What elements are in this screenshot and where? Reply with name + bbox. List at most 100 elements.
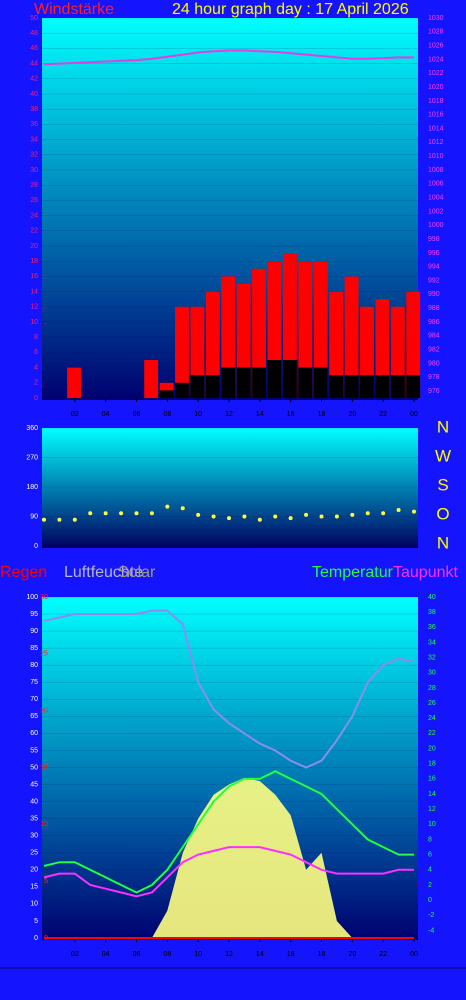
- x-tick-label: 18: [318, 951, 326, 958]
- x-tick-label: 10: [194, 951, 202, 958]
- y2ticks-label: 986: [428, 319, 440, 326]
- wind-bar: [406, 291, 421, 398]
- wind-bar: [252, 367, 266, 398]
- y2ticks-label: 1012: [428, 139, 444, 146]
- y3ticks-label: 30: [40, 594, 48, 601]
- series-line: [43, 609, 415, 769]
- x-tick-label: 20: [348, 411, 356, 418]
- legend-dewpoint: Taupunkt: [393, 564, 458, 581]
- direction-point: [42, 517, 46, 522]
- y2ticks-label: 1010: [428, 153, 444, 160]
- yticks-label: 4: [34, 364, 38, 371]
- yticks-label: 18: [30, 258, 38, 265]
- direction-point: [242, 514, 247, 519]
- yticks-label: 22: [30, 228, 38, 235]
- direction-label: N: [437, 533, 449, 552]
- y2ticks-label: 1016: [428, 112, 444, 119]
- y2ticks-label: 982: [428, 346, 440, 353]
- yticks-label: 30: [30, 833, 38, 840]
- yticks-label: 20: [30, 867, 38, 874]
- y3ticks-label: 20: [40, 708, 48, 715]
- wind-bar: [360, 375, 374, 398]
- y2ticks-label: 24: [428, 715, 436, 722]
- series-line: [43, 49, 414, 66]
- wind-bar: [67, 367, 81, 398]
- y2ticks-label: 14: [428, 791, 436, 798]
- yticks-label: 35: [30, 815, 38, 822]
- yticks-label: 16: [30, 273, 38, 280]
- direction-point: [72, 517, 77, 522]
- direction-point: [273, 514, 278, 519]
- direction-point: [57, 517, 62, 522]
- y2ticks-label: 978: [428, 374, 440, 381]
- x-tick-label: 16: [287, 951, 295, 958]
- yticks-label: 0: [34, 935, 38, 942]
- yticks-label: 100: [26, 594, 38, 601]
- wind-bar: [221, 367, 236, 398]
- yticks-label: 24: [30, 212, 38, 219]
- direction-label: O: [436, 504, 449, 523]
- y2ticks-label: 994: [428, 264, 440, 271]
- wind-bar: [236, 367, 251, 398]
- yticks-label: 45: [30, 781, 38, 788]
- yticks-label: 8: [34, 334, 38, 341]
- yticks-label: 46: [30, 45, 38, 52]
- x-tick-label: 16: [287, 411, 295, 418]
- wind-bar: [390, 375, 405, 398]
- legend-humidity: Luftfeuchte: [64, 564, 143, 581]
- yticks-label: 85: [30, 645, 38, 652]
- wind-bar: [313, 261, 328, 398]
- yticks-label: 6: [34, 349, 38, 356]
- yticks-label: 48: [30, 30, 38, 37]
- x-tick-label: 12: [225, 951, 233, 958]
- yticks-label: 55: [30, 747, 38, 754]
- y2ticks-label: 1020: [428, 84, 444, 91]
- x-tick-label: 22: [379, 951, 387, 958]
- x-tick-label: 04: [102, 411, 110, 418]
- wind-bar: [175, 306, 189, 398]
- direction-point: [304, 512, 309, 517]
- series-line: [43, 770, 414, 894]
- y2ticks-label: 8: [428, 836, 432, 843]
- y2ticks-label: 998: [428, 236, 440, 243]
- y2ticks-label: 36: [428, 624, 436, 631]
- wind-bar: [205, 291, 220, 398]
- yticks-label: 180: [26, 484, 38, 491]
- direction-point: [288, 516, 293, 521]
- direction-point: [381, 511, 386, 516]
- y2ticks-label: 22: [428, 730, 436, 737]
- x-tick-label: 06: [133, 951, 141, 958]
- yticks-label: 95: [30, 611, 38, 618]
- y2ticks-label: 26: [428, 700, 436, 707]
- wind-bar: [252, 268, 266, 398]
- wind-bar: [175, 382, 189, 398]
- direction-point: [396, 507, 401, 512]
- yticks-label: 10: [30, 901, 38, 908]
- direction-label: N: [437, 417, 449, 436]
- wind-bar: [329, 291, 344, 398]
- yticks-label: 90: [30, 628, 38, 635]
- yticks-label: 25: [30, 850, 38, 857]
- direction-point: [103, 511, 108, 516]
- x-tick-label: 08: [163, 411, 171, 418]
- direction-point: [149, 511, 154, 516]
- direction-point: [334, 514, 339, 519]
- direction-point: [412, 509, 416, 514]
- y2ticks-label: 2: [428, 882, 432, 889]
- wind-bar: [329, 375, 344, 398]
- y2ticks-label: 10: [428, 821, 436, 828]
- y3ticks-label: 5: [44, 878, 48, 885]
- legend-temperature: Temperatur: [312, 564, 394, 581]
- direction-point: [180, 506, 185, 511]
- y2ticks-label: 990: [428, 291, 440, 298]
- solar-area: [44, 777, 414, 938]
- x-tick-label: 10: [194, 411, 202, 418]
- chart-title: 24 hour graph day : 17 April 2026: [172, 1, 409, 18]
- wind-bar: [190, 375, 205, 398]
- yticks-label: 40: [30, 91, 38, 98]
- yticks-label: 50: [30, 764, 38, 771]
- yticks-label: 60: [30, 730, 38, 737]
- y2ticks-label: 1006: [428, 181, 444, 188]
- y2ticks-label: 1026: [428, 42, 444, 49]
